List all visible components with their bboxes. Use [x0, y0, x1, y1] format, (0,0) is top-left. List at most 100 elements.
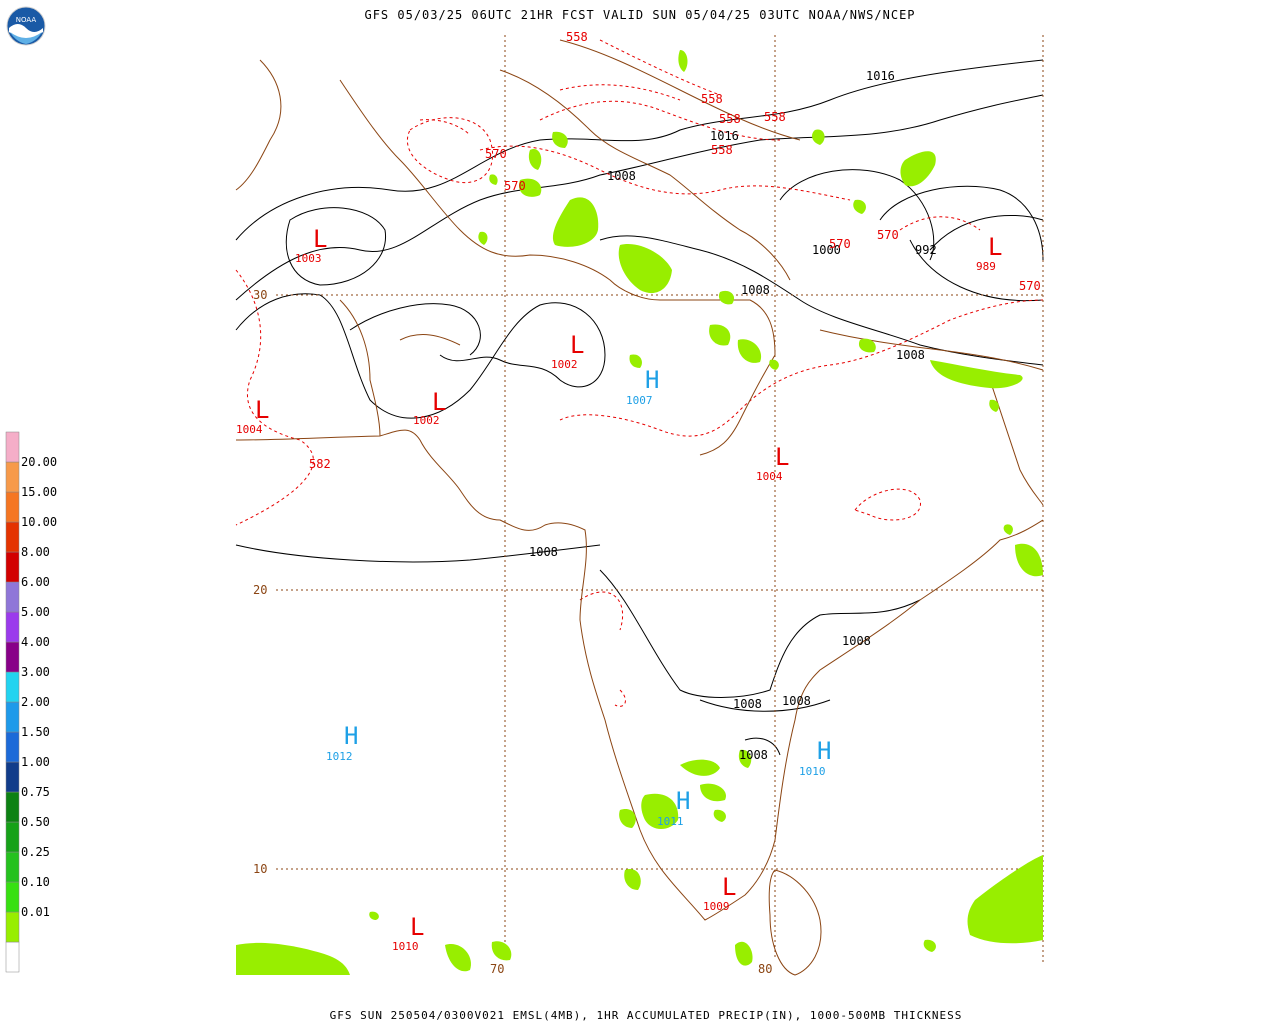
thickness-label: 570	[485, 147, 507, 161]
coastline	[235, 39, 1044, 976]
svg-text:1002: 1002	[551, 358, 578, 371]
svg-text:L: L	[775, 443, 789, 471]
svg-text:H: H	[344, 722, 358, 750]
svg-text:1011: 1011	[657, 815, 684, 828]
lat-label: 30	[253, 288, 267, 302]
lon-label: 70	[490, 962, 504, 976]
precip-areas	[236, 50, 1043, 975]
svg-text:1010: 1010	[799, 765, 826, 778]
svg-text:1007: 1007	[626, 394, 653, 407]
colorbar-swatch	[5, 431, 20, 463]
thickness-label: 570	[877, 228, 899, 242]
isobar-label: 1008	[607, 169, 636, 183]
isobar-label: 1016	[866, 69, 895, 83]
colorbar-swatch	[5, 671, 20, 703]
colorbar-label: 0.10	[21, 875, 50, 889]
colorbar-label: 1.00	[21, 755, 50, 769]
isobar-label: 1008	[733, 697, 762, 711]
colorbar-swatch	[5, 911, 20, 943]
colorbar-label: 0.25	[21, 845, 50, 859]
svg-text:L: L	[988, 233, 1002, 261]
thickness-label: 570	[1019, 279, 1041, 293]
colorbar-swatch	[5, 461, 20, 493]
lat-label: 20	[253, 583, 267, 597]
isobar-label: 1008	[896, 348, 925, 362]
colorbar-swatch	[5, 551, 20, 583]
isobar-label: 1008	[782, 694, 811, 708]
thickness-label: 558	[719, 112, 741, 126]
colorbar-label: 6.00	[21, 575, 50, 589]
thickness-label: 570	[829, 237, 851, 251]
svg-text:1003: 1003	[295, 252, 322, 265]
colorbar-swatch	[5, 581, 20, 613]
svg-text:H: H	[817, 737, 831, 765]
isobar-label: 1008	[842, 634, 871, 648]
colorbar-swatch	[5, 941, 20, 973]
grid-labels: 30 20 10 70 80	[253, 288, 772, 976]
colorbar-label: 8.00	[21, 545, 50, 559]
svg-text:989: 989	[976, 260, 996, 273]
svg-text:H: H	[645, 366, 659, 394]
colorbar-swatch	[5, 821, 20, 853]
colorbar-label: 10.00	[21, 515, 57, 529]
isobar-label: 1008	[741, 283, 770, 297]
colorbar-swatch	[5, 701, 20, 733]
map-caption: GFS SUN 250504/0300V021 EMSL(4MB), 1HR A…	[329, 1009, 963, 1022]
colorbar-label: 4.00	[21, 635, 50, 649]
thickness-label: 582	[309, 457, 331, 471]
colorbar-label: 0.01	[21, 905, 50, 919]
colorbar-label: 1.50	[21, 725, 50, 739]
precip-color-bar: 0.01 0.10 0.25 0.50 0.75 1.00 1.50 2.00 3.00 4.00…	[5, 431, 57, 973]
colorbar-label: 0.75	[21, 785, 50, 799]
colorbar-swatch	[5, 881, 20, 913]
noaa-logo-icon: NOAA	[6, 6, 46, 46]
colorbar-swatch	[5, 611, 20, 643]
map-title: GFS 05/03/25 06UTC 21HR FCST VALID SUN 0…	[364, 8, 916, 22]
colorbar-swatch	[5, 791, 20, 823]
lat-label: 10	[253, 862, 267, 876]
svg-text:1009: 1009	[703, 900, 730, 913]
svg-text:1010: 1010	[392, 940, 419, 953]
svg-text:1004: 1004	[756, 470, 783, 483]
svg-text:H: H	[676, 787, 690, 815]
colorbar-swatch	[5, 641, 20, 673]
lon-label: 80	[758, 962, 772, 976]
colorbar-label: 3.00	[21, 665, 50, 679]
svg-text:L: L	[432, 388, 446, 416]
svg-text:1002: 1002	[413, 414, 440, 427]
svg-text:NOAA: NOAA	[16, 16, 37, 24]
thickness-label: 558	[701, 92, 723, 106]
svg-text:L: L	[722, 873, 736, 901]
isobar-labels: 1016 1016 1008 1008 1000 992 1008 1008 1…	[529, 69, 937, 762]
svg-text:1012: 1012	[326, 750, 353, 763]
thickness-labels: 558 558 558 558 558 570 570 570 570 570 …	[309, 30, 1041, 471]
isobar-label: 992	[915, 243, 937, 257]
isobar-label: 1008	[529, 545, 558, 559]
colorbar-label: 15.00	[21, 485, 57, 499]
colorbar-swatch	[5, 761, 20, 793]
colorbar-swatch	[5, 731, 20, 763]
svg-text:L: L	[410, 913, 424, 941]
isobar-label: 1016	[710, 129, 739, 143]
svg-text:L: L	[313, 225, 327, 253]
colorbar-label: 2.00	[21, 695, 50, 709]
colorbar-label: 0.50	[21, 815, 50, 829]
colorbar-label: 20.00	[21, 455, 57, 469]
lat-lon-grid	[276, 35, 1044, 965]
thickness-label: 558	[711, 143, 733, 157]
thickness-label: 558	[566, 30, 588, 44]
isobar-label: 1008	[739, 748, 768, 762]
svg-text:L: L	[255, 396, 269, 424]
